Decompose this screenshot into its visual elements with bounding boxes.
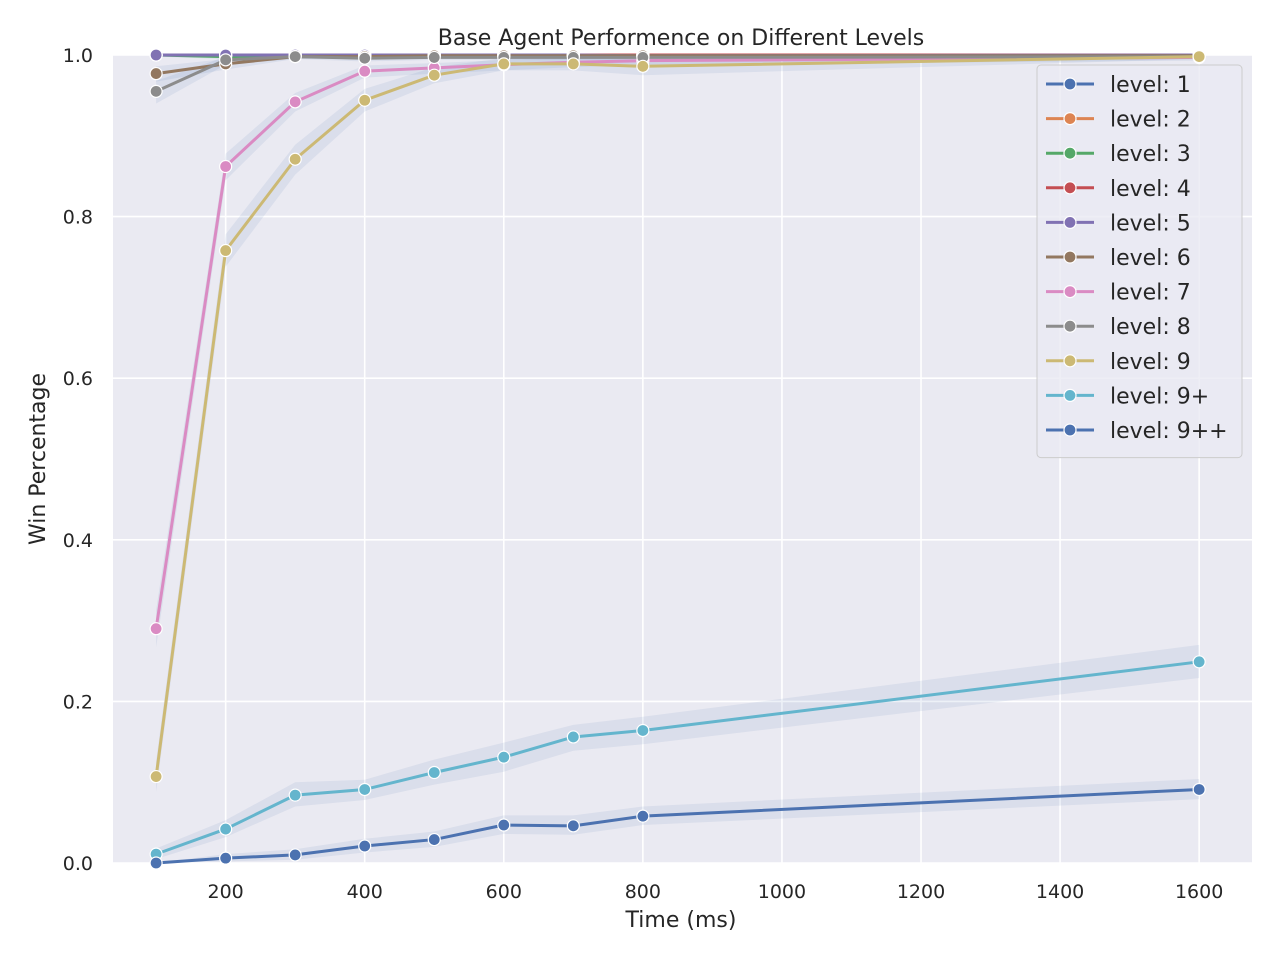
x-tick-label: 200 bbox=[208, 881, 244, 903]
legend-label: level: 2 bbox=[1110, 108, 1191, 133]
x-axis-label: Time (ms) bbox=[625, 908, 737, 933]
x-tick-label: 400 bbox=[347, 881, 383, 903]
x-tick-label: 1400 bbox=[1036, 881, 1084, 903]
data-point bbox=[219, 243, 233, 258]
legend-marker bbox=[1063, 250, 1077, 264]
y-axis-label: Win Percentage bbox=[26, 373, 51, 545]
data-point bbox=[1192, 655, 1206, 669]
data-point bbox=[566, 730, 580, 744]
legend-label: level: 9++ bbox=[1110, 419, 1228, 444]
legend-marker bbox=[1063, 77, 1077, 91]
chart-title: Base Agent Performence on Different Leve… bbox=[438, 26, 924, 51]
data-point bbox=[149, 66, 163, 81]
data-point bbox=[427, 68, 441, 82]
data-point bbox=[1192, 50, 1206, 64]
y-tick-label: 1.0 bbox=[63, 45, 93, 67]
data-point bbox=[358, 51, 372, 65]
y-tick-label: 0.6 bbox=[63, 368, 93, 390]
confidence-band bbox=[156, 644, 1200, 859]
legend-label: level: 5 bbox=[1110, 211, 1191, 236]
data-point bbox=[497, 818, 511, 832]
data-point bbox=[219, 53, 233, 67]
data-point bbox=[566, 819, 580, 833]
legend-marker bbox=[1063, 388, 1077, 402]
x-tick-label: 1000 bbox=[758, 881, 806, 903]
legend-label: level: 1 bbox=[1110, 73, 1191, 98]
y-tick-label: 0.2 bbox=[63, 691, 93, 713]
legend-label: level: 6 bbox=[1110, 246, 1191, 271]
data-point bbox=[497, 57, 511, 71]
y-tick-label: 0.8 bbox=[63, 207, 93, 229]
data-point bbox=[636, 723, 650, 738]
legend-marker bbox=[1063, 181, 1077, 195]
x-tick-label: 600 bbox=[486, 881, 522, 903]
data-point bbox=[497, 750, 511, 764]
legend-label: level: 8 bbox=[1110, 315, 1191, 340]
legend-marker bbox=[1063, 215, 1077, 229]
data-point bbox=[358, 64, 372, 78]
data-point bbox=[427, 50, 441, 65]
legend-label: level: 9+ bbox=[1110, 384, 1209, 409]
legend-marker bbox=[1063, 146, 1077, 160]
data-point bbox=[358, 839, 372, 853]
data-point bbox=[636, 809, 650, 823]
data-point bbox=[636, 59, 650, 73]
x-tick-label: 1600 bbox=[1175, 881, 1223, 903]
data-point bbox=[288, 848, 302, 862]
data-point bbox=[427, 765, 441, 780]
data-point bbox=[288, 95, 302, 109]
legend-marker bbox=[1063, 111, 1077, 126]
data-point bbox=[149, 856, 163, 870]
data-point bbox=[358, 782, 372, 797]
legend-marker bbox=[1063, 285, 1077, 299]
data-point bbox=[219, 822, 233, 836]
data-point bbox=[149, 769, 163, 784]
y-tick-label: 0.4 bbox=[63, 530, 93, 552]
data-point bbox=[149, 48, 163, 62]
legend-marker bbox=[1063, 354, 1077, 368]
data-point bbox=[1192, 782, 1206, 797]
legend-marker bbox=[1063, 319, 1077, 333]
data-point bbox=[149, 622, 163, 636]
data-point bbox=[288, 788, 302, 802]
legend-label: level: 4 bbox=[1110, 177, 1191, 202]
series-markers bbox=[149, 48, 1206, 870]
legend-label: level: 7 bbox=[1110, 281, 1191, 306]
y-tick-label: 0.0 bbox=[63, 853, 93, 875]
x-tick-label: 1200 bbox=[897, 881, 945, 903]
data-point bbox=[149, 84, 163, 98]
data-point bbox=[219, 851, 233, 865]
y-tick-labels: 0.0 0.2 0.4 0.6 0.8 1.0 bbox=[63, 45, 93, 875]
data-point bbox=[288, 50, 302, 64]
data-point bbox=[288, 152, 302, 166]
legend: level: 1 level: 2 level: 3 level: 4 level: 5… bbox=[1036, 64, 1243, 459]
data-point bbox=[358, 93, 372, 107]
legend-marker bbox=[1063, 423, 1077, 437]
data-point bbox=[427, 832, 441, 847]
data-point bbox=[566, 57, 580, 71]
x-tick-labels: 200 400 600 800 1000 1200 1400 1600 bbox=[208, 881, 1224, 903]
x-tick-label: 800 bbox=[625, 881, 661, 903]
data-point bbox=[219, 159, 233, 174]
legend-label: level: 9 bbox=[1110, 350, 1191, 375]
legend-label: level: 3 bbox=[1110, 142, 1191, 167]
